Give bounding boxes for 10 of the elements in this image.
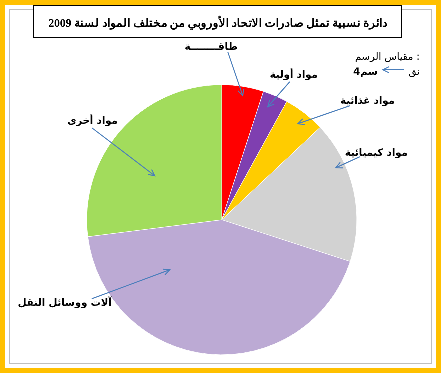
text: نق: [408, 67, 420, 78]
slice-label: آلات ووسائل النقل: [18, 296, 113, 309]
slice-label: مواد غذائية: [340, 96, 395, 107]
slice-label: مواد أخرى: [67, 114, 118, 127]
slice-label: مواد كيميائية: [345, 148, 408, 159]
slice-label: مواد أولية: [270, 68, 318, 81]
text: مقياس الرسم :: [355, 52, 420, 63]
slice-label: طاقــــــــة: [184, 42, 238, 53]
text: 4سم: [353, 67, 378, 78]
chart-title: دائرة نسبية تمثل صادرات الاتحاد الأوروبي من مختلف المواد لسنة 2009: [48, 15, 388, 31]
